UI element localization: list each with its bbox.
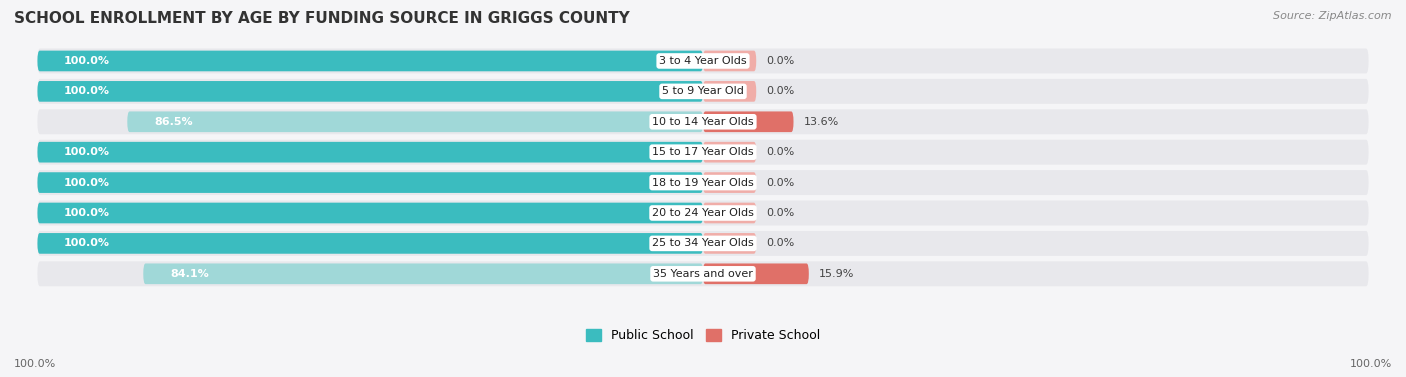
FancyBboxPatch shape <box>143 264 703 284</box>
FancyBboxPatch shape <box>38 261 1368 286</box>
Text: 20 to 24 Year Olds: 20 to 24 Year Olds <box>652 208 754 218</box>
FancyBboxPatch shape <box>38 172 703 193</box>
FancyBboxPatch shape <box>703 203 756 223</box>
Text: 100.0%: 100.0% <box>65 178 110 188</box>
Text: Source: ZipAtlas.com: Source: ZipAtlas.com <box>1274 11 1392 21</box>
FancyBboxPatch shape <box>38 203 703 223</box>
Text: 0.0%: 0.0% <box>766 56 794 66</box>
FancyBboxPatch shape <box>38 233 703 254</box>
Text: 100.0%: 100.0% <box>65 86 110 97</box>
FancyBboxPatch shape <box>703 264 808 284</box>
Text: 5 to 9 Year Old: 5 to 9 Year Old <box>662 86 744 97</box>
Text: 86.5%: 86.5% <box>153 117 193 127</box>
Text: 10 to 14 Year Olds: 10 to 14 Year Olds <box>652 117 754 127</box>
Text: 13.6%: 13.6% <box>803 117 839 127</box>
Text: 15.9%: 15.9% <box>818 269 855 279</box>
FancyBboxPatch shape <box>38 81 703 102</box>
Text: 0.0%: 0.0% <box>766 86 794 97</box>
FancyBboxPatch shape <box>703 142 756 162</box>
Text: 35 Years and over: 35 Years and over <box>652 269 754 279</box>
FancyBboxPatch shape <box>703 81 756 102</box>
FancyBboxPatch shape <box>38 170 1368 195</box>
FancyBboxPatch shape <box>38 109 1368 134</box>
FancyBboxPatch shape <box>38 49 1368 74</box>
Text: 25 to 34 Year Olds: 25 to 34 Year Olds <box>652 238 754 248</box>
Text: 100.0%: 100.0% <box>65 147 110 157</box>
FancyBboxPatch shape <box>703 172 756 193</box>
Text: 0.0%: 0.0% <box>766 208 794 218</box>
Text: 100.0%: 100.0% <box>14 359 56 369</box>
Text: 0.0%: 0.0% <box>766 178 794 188</box>
Legend: Public School, Private School: Public School, Private School <box>581 324 825 347</box>
Text: 0.0%: 0.0% <box>766 238 794 248</box>
FancyBboxPatch shape <box>38 231 1368 256</box>
Text: 15 to 17 Year Olds: 15 to 17 Year Olds <box>652 147 754 157</box>
Text: 18 to 19 Year Olds: 18 to 19 Year Olds <box>652 178 754 188</box>
Text: 3 to 4 Year Olds: 3 to 4 Year Olds <box>659 56 747 66</box>
Text: 100.0%: 100.0% <box>65 56 110 66</box>
FancyBboxPatch shape <box>128 112 703 132</box>
Text: SCHOOL ENROLLMENT BY AGE BY FUNDING SOURCE IN GRIGGS COUNTY: SCHOOL ENROLLMENT BY AGE BY FUNDING SOUR… <box>14 11 630 26</box>
FancyBboxPatch shape <box>38 51 703 71</box>
Text: 100.0%: 100.0% <box>65 238 110 248</box>
FancyBboxPatch shape <box>38 142 703 162</box>
FancyBboxPatch shape <box>703 233 756 254</box>
FancyBboxPatch shape <box>38 201 1368 225</box>
FancyBboxPatch shape <box>38 79 1368 104</box>
FancyBboxPatch shape <box>703 51 756 71</box>
Text: 100.0%: 100.0% <box>65 208 110 218</box>
Text: 100.0%: 100.0% <box>1350 359 1392 369</box>
FancyBboxPatch shape <box>38 140 1368 165</box>
Text: 0.0%: 0.0% <box>766 147 794 157</box>
Text: 84.1%: 84.1% <box>170 269 208 279</box>
FancyBboxPatch shape <box>703 112 793 132</box>
